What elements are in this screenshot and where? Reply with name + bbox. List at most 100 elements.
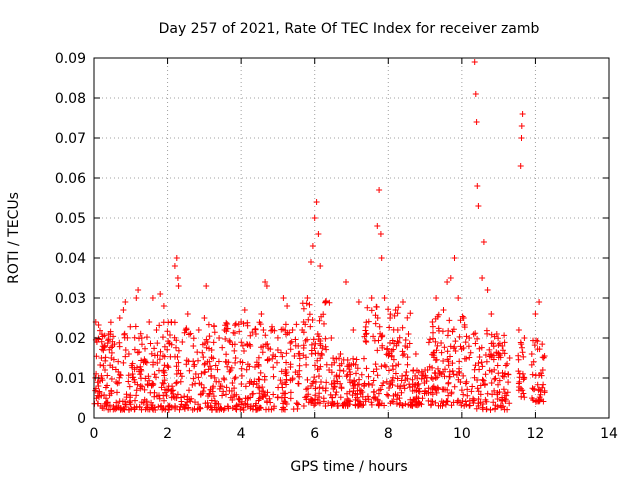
data-point — [374, 223, 381, 229]
data-point — [466, 354, 473, 361]
data-point — [495, 342, 502, 349]
data-point — [132, 397, 138, 404]
y-tick-label: 0.09 — [55, 51, 86, 67]
data-point — [283, 359, 290, 366]
data-point — [378, 400, 385, 407]
data-point — [226, 387, 233, 394]
data-point — [381, 295, 388, 301]
data-point — [136, 403, 143, 410]
data-point — [363, 339, 370, 345]
data-point — [343, 373, 350, 380]
data-point — [464, 392, 471, 399]
data-point — [412, 351, 419, 357]
data-point — [484, 330, 491, 337]
data-point — [195, 327, 202, 333]
data-point — [457, 379, 464, 385]
data-point — [216, 335, 223, 341]
data-point — [221, 327, 228, 333]
data-point — [177, 370, 184, 377]
data-point — [494, 391, 501, 398]
data-point — [161, 377, 168, 384]
data-point — [466, 402, 473, 409]
data-point — [394, 375, 401, 382]
data-point — [393, 342, 400, 349]
data-point — [210, 355, 217, 362]
data-point — [530, 358, 537, 365]
data-point — [354, 365, 361, 372]
data-point — [138, 375, 144, 382]
data-point — [418, 401, 425, 408]
data-point — [387, 380, 394, 387]
data-point — [461, 321, 468, 328]
data-point — [138, 399, 145, 406]
data-point — [400, 299, 406, 305]
data-point — [299, 300, 306, 307]
data-point — [384, 391, 390, 398]
data-point — [504, 360, 511, 367]
data-point — [494, 362, 501, 369]
data-point — [520, 353, 527, 360]
data-point — [444, 387, 451, 393]
data-point — [220, 388, 227, 395]
data-point — [500, 386, 507, 393]
data-point — [102, 367, 108, 373]
data-point — [195, 357, 201, 364]
data-point — [494, 403, 501, 410]
data-point — [295, 380, 302, 387]
data-point — [385, 306, 392, 313]
data-point — [176, 406, 183, 413]
data-point — [440, 358, 447, 364]
data-point — [312, 385, 319, 392]
data-point — [219, 392, 226, 399]
data-point — [329, 398, 336, 405]
data-point — [471, 397, 478, 404]
data-point — [149, 380, 156, 387]
data-point — [125, 372, 132, 379]
data-point — [386, 324, 393, 331]
data-point — [528, 351, 535, 357]
data-point — [474, 377, 481, 383]
data-point — [238, 381, 245, 387]
data-point — [260, 388, 267, 395]
data-point — [280, 406, 287, 413]
data-point — [165, 406, 172, 413]
data-point — [133, 295, 140, 301]
data-point — [196, 405, 203, 412]
data-point — [333, 355, 340, 362]
data-point — [256, 395, 263, 402]
data-point — [389, 337, 396, 344]
data-point — [287, 395, 294, 402]
data-point — [179, 339, 186, 345]
data-point — [399, 352, 406, 359]
data-point — [251, 378, 258, 385]
data-point — [451, 383, 458, 390]
data-point — [103, 395, 109, 402]
data-point — [354, 387, 361, 394]
data-point — [210, 322, 217, 329]
data-point — [190, 335, 197, 342]
x-tick-label: 12 — [527, 426, 545, 442]
data-point — [256, 390, 263, 397]
data-point — [530, 386, 537, 393]
data-point — [362, 396, 369, 403]
data-point — [451, 255, 458, 261]
data-point — [308, 383, 314, 389]
data-point — [447, 353, 453, 360]
data-point — [426, 363, 433, 370]
data-point — [363, 330, 370, 337]
data-point — [403, 369, 410, 375]
data-point — [160, 380, 167, 387]
data-point — [195, 401, 202, 408]
data-point — [201, 384, 207, 391]
data-point — [384, 345, 391, 352]
data-point — [536, 346, 543, 353]
data-point — [165, 364, 172, 371]
data-point — [392, 391, 399, 398]
data-point — [143, 398, 150, 405]
data-point — [465, 343, 472, 350]
data-point — [474, 385, 481, 392]
data-point — [427, 336, 433, 343]
data-point — [495, 335, 502, 342]
data-point — [239, 359, 246, 366]
data-point — [432, 357, 439, 364]
